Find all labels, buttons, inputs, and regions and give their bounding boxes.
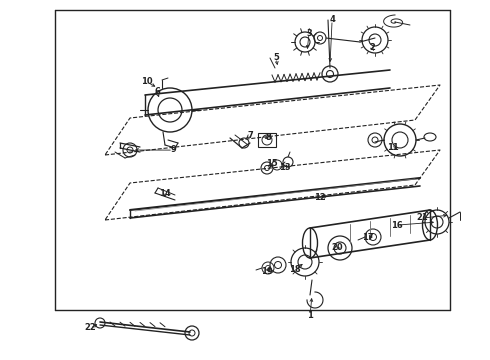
Text: 11: 11 bbox=[387, 144, 399, 153]
Text: 4: 4 bbox=[329, 15, 335, 24]
Text: 6: 6 bbox=[154, 87, 160, 96]
Text: 18: 18 bbox=[289, 266, 301, 274]
Text: 19: 19 bbox=[261, 267, 273, 276]
Text: 17: 17 bbox=[362, 233, 374, 242]
Text: 7: 7 bbox=[247, 130, 253, 139]
Text: 1: 1 bbox=[307, 310, 313, 320]
Text: 22: 22 bbox=[84, 324, 96, 333]
Text: 10: 10 bbox=[141, 77, 153, 86]
Text: 14: 14 bbox=[159, 189, 171, 198]
Text: 8: 8 bbox=[265, 134, 271, 143]
Bar bbox=[258, 133, 276, 147]
Text: 5: 5 bbox=[273, 54, 279, 63]
Text: 2: 2 bbox=[369, 44, 375, 53]
Text: 3: 3 bbox=[306, 28, 312, 37]
Text: 15: 15 bbox=[266, 158, 278, 167]
Text: 12: 12 bbox=[314, 194, 326, 202]
Text: 13: 13 bbox=[279, 163, 291, 172]
Text: 9: 9 bbox=[170, 145, 176, 154]
Text: 21: 21 bbox=[416, 213, 428, 222]
Text: 20: 20 bbox=[331, 243, 343, 252]
Text: 16: 16 bbox=[391, 220, 403, 230]
